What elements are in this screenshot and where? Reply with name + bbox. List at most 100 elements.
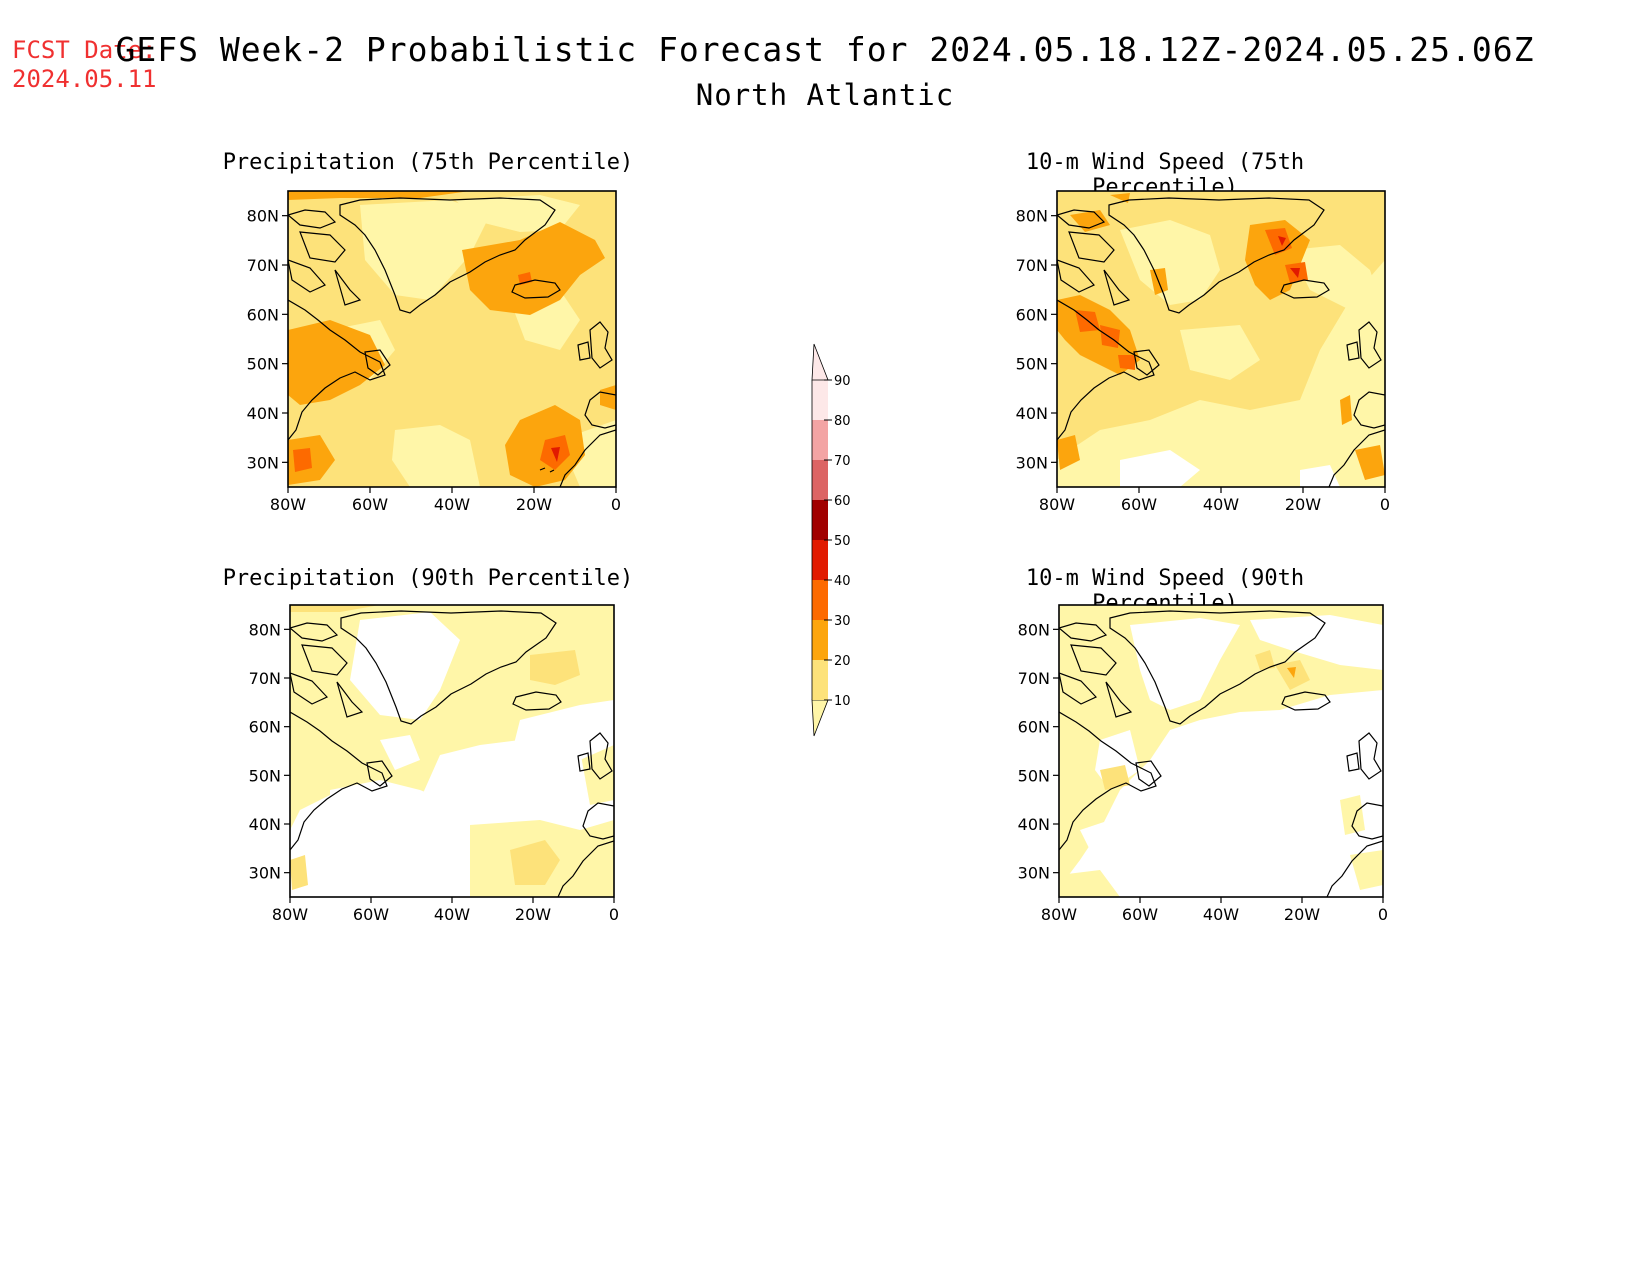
dark-orange-area bbox=[1100, 325, 1120, 348]
colorbar-label: 20 bbox=[834, 654, 851, 669]
orange-area bbox=[600, 385, 616, 410]
colorbar-swatch bbox=[812, 540, 828, 580]
map-panel-precip-75 bbox=[287, 190, 617, 488]
lon-tick-label: 40W bbox=[1203, 905, 1239, 924]
colorbar-swatch bbox=[812, 420, 828, 460]
yellow-area bbox=[510, 840, 560, 885]
lon-tick-label: 80W bbox=[1039, 495, 1075, 514]
lat-tick-label: 40N bbox=[1016, 404, 1048, 423]
lat-tick-label: 50N bbox=[247, 355, 279, 374]
orange-area bbox=[1070, 210, 1110, 232]
orange-area bbox=[288, 191, 470, 200]
lat-tick-label: 70N bbox=[247, 256, 279, 275]
lon-tick-label: 20W bbox=[1284, 905, 1320, 924]
colorbar-lower-arrow bbox=[811, 699, 829, 737]
red-area bbox=[551, 447, 560, 462]
coastline-greenland bbox=[1108, 197, 1325, 314]
light-area bbox=[392, 425, 480, 487]
coastline-newfoundland bbox=[1133, 349, 1160, 376]
lon-tick-label: 0 bbox=[609, 905, 619, 924]
coastline-iberia-africa bbox=[1328, 391, 1385, 487]
colorbar-label: 50 bbox=[834, 534, 851, 549]
light-area bbox=[1290, 245, 1380, 310]
forecast-date-label: FCST Date: 2024.05.11 bbox=[12, 36, 157, 94]
coastline-arctic-islands bbox=[1059, 622, 1133, 718]
lat-tick-label: 60N bbox=[1016, 305, 1048, 324]
colorbar-label: 40 bbox=[834, 574, 851, 589]
colorbar-label: 70 bbox=[834, 454, 851, 469]
orange-area bbox=[1355, 445, 1385, 480]
panel-title-precip-75: Precipitation (75th Percentile) bbox=[222, 150, 634, 175]
lat-tick-label: 80N bbox=[1018, 620, 1050, 639]
coastline-newfoundland bbox=[1135, 760, 1162, 787]
lon-tick-label: 0 bbox=[611, 495, 621, 514]
colorbar-label: 30 bbox=[834, 614, 851, 629]
coastline-canary-islands bbox=[539, 467, 555, 473]
orange-area bbox=[288, 435, 335, 485]
lat-tick-label: 50N bbox=[249, 766, 281, 785]
map-panel-wind-75 bbox=[1056, 190, 1386, 488]
precip-90-shading bbox=[290, 605, 614, 897]
white-area bbox=[330, 780, 470, 897]
map-panel-wind-90 bbox=[1058, 604, 1384, 898]
light-area bbox=[455, 195, 580, 232]
lat-tick-label: 30N bbox=[249, 864, 281, 883]
coastline-iberia-africa bbox=[559, 391, 616, 487]
coastline-newfoundland bbox=[366, 760, 393, 787]
lon-tick-label: 20W bbox=[516, 495, 552, 514]
coastline-north-america bbox=[1057, 299, 1155, 441]
lat-tick-label: 70N bbox=[1016, 256, 1048, 275]
white-area bbox=[1250, 615, 1383, 670]
lon-tick-label: 80W bbox=[270, 495, 306, 514]
coastline-greenland bbox=[339, 197, 556, 314]
lon-tick-label: 60W bbox=[1122, 905, 1158, 924]
wind-90-shading bbox=[1059, 605, 1383, 897]
coastline-british-isles bbox=[577, 321, 613, 369]
lon-tick-label: 60W bbox=[352, 495, 388, 514]
colorbar-upper-arrow bbox=[811, 343, 829, 381]
lon-tick-label: 60W bbox=[353, 905, 389, 924]
coastlines bbox=[290, 610, 614, 897]
main-title: GEFS Week-2 Probabilistic Forecast for 2… bbox=[115, 30, 1535, 69]
yellow-area bbox=[1255, 650, 1275, 670]
axes-layer: 80N 70N 60N 50N 40N 30N 80W 60W 40W 20W 0 80N 70N 60N… bbox=[247, 207, 1390, 924]
light-area bbox=[360, 200, 490, 300]
lat-tick-label: 30N bbox=[1016, 453, 1048, 472]
lon-tick-label: 40W bbox=[434, 495, 470, 514]
red-area bbox=[1278, 236, 1286, 246]
red-area bbox=[1290, 268, 1300, 278]
coastlines bbox=[288, 197, 616, 487]
coastline-british-isles bbox=[577, 732, 613, 780]
lat-tick-label: 40N bbox=[1018, 815, 1050, 834]
light-area bbox=[1120, 220, 1220, 305]
white-area bbox=[1120, 450, 1200, 487]
coastline-iberia-africa bbox=[1326, 802, 1383, 897]
coastline-greenland bbox=[1109, 610, 1326, 725]
panel-title-wind-90: 10-m Wind Speed (90th Percentile) bbox=[1025, 566, 1305, 616]
fcst-label-text: FCST Date: bbox=[12, 36, 157, 64]
lat-tick-label: 60N bbox=[1018, 718, 1050, 737]
coastline-north-america bbox=[1059, 711, 1157, 851]
colorbar-label: 10 bbox=[834, 694, 851, 709]
light-area bbox=[1350, 850, 1383, 890]
white-area bbox=[1080, 820, 1120, 860]
lat-tick-label: 80N bbox=[247, 207, 279, 226]
colorbar-label: 80 bbox=[834, 414, 851, 429]
coastline-iberia-africa bbox=[557, 802, 614, 897]
lat-tick-label: 50N bbox=[1016, 355, 1048, 374]
lon-tick-label: 60W bbox=[1121, 495, 1157, 514]
light-area bbox=[1340, 795, 1365, 835]
coastline-newfoundland bbox=[364, 349, 391, 376]
yellow-area bbox=[530, 650, 580, 685]
orange-area bbox=[462, 222, 605, 315]
lon-tick-label: 0 bbox=[1380, 495, 1390, 514]
lon-tick-label: 20W bbox=[1285, 495, 1321, 514]
colorbar-swatch bbox=[812, 460, 828, 500]
coastline-north-america bbox=[288, 299, 386, 441]
lat-tick-label: 80N bbox=[1016, 207, 1048, 226]
coastline-iceland bbox=[512, 691, 562, 711]
lon-tick-label: 40W bbox=[1203, 495, 1239, 514]
coastline-arctic-islands bbox=[1057, 209, 1131, 306]
colorbar-swatch bbox=[812, 660, 828, 700]
